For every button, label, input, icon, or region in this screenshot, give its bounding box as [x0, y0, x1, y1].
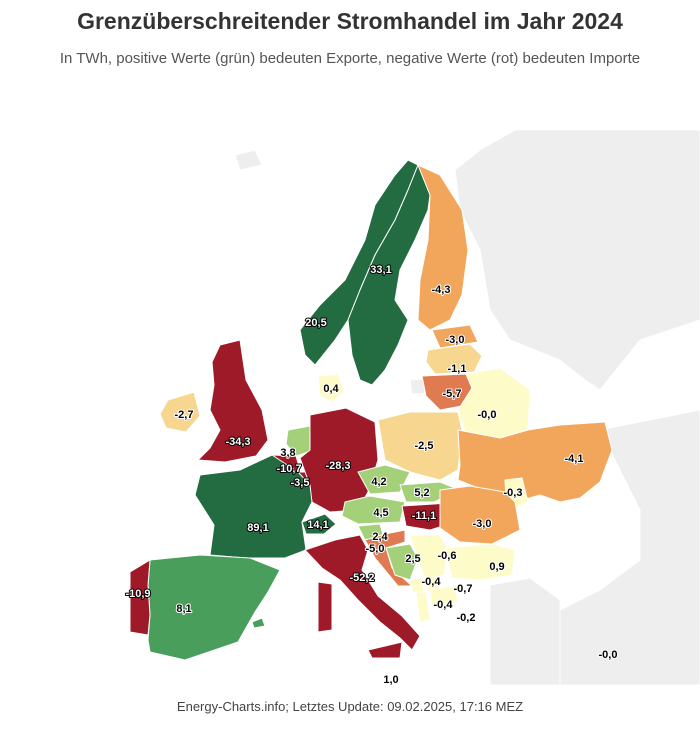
chart-subtitle: In TWh, positive Werte (grün) bedeuten E… — [59, 50, 641, 67]
value-label-de: -28,3 — [325, 460, 350, 472]
value-label-mt: 1,0 — [383, 674, 398, 685]
country-lv — [425, 343, 483, 375]
countries-layer — [129, 159, 613, 685]
country-at — [341, 495, 406, 525]
country-it — [317, 581, 333, 633]
country-ie — [159, 391, 201, 433]
country-bg — [444, 543, 516, 581]
value-label-ch: 14,1 — [307, 519, 328, 531]
country-ee — [431, 324, 479, 349]
value-label-nl: 3,8 — [280, 447, 295, 459]
country-se — [347, 164, 431, 386]
country-tr — [489, 577, 561, 685]
value-label-fi: -4,3 — [432, 284, 451, 296]
value-label-no: 20,5 — [305, 317, 326, 329]
country-ua — [457, 421, 613, 503]
value-label-pt: -10,9 — [125, 588, 150, 600]
value-label-pl: -2,5 — [415, 440, 434, 452]
value-label-lu: -3,5 — [291, 477, 310, 489]
value-label-hu: -11,1 — [412, 510, 436, 522]
value-label-it: -52,2 — [349, 572, 374, 584]
value-label-sk: 5,2 — [414, 487, 429, 499]
value-label-al: -0,4 — [434, 599, 454, 611]
value-label-cz: 4,2 — [371, 476, 386, 488]
country-it — [304, 534, 421, 651]
value-label-ro: -3,0 — [473, 518, 492, 530]
value-label-mk: -0,2 — [457, 612, 476, 624]
value-label-me: -0,4 — [422, 576, 442, 588]
value-label-es: 8,1 — [176, 603, 191, 615]
country-ch — [301, 513, 337, 535]
country-mk — [429, 585, 459, 607]
country-gb — [197, 339, 269, 463]
country-pl — [377, 411, 463, 481]
country-by — [457, 367, 531, 439]
country-it — [367, 641, 403, 659]
value-label-ie: -2,7 — [175, 409, 194, 421]
country-fr — [194, 454, 313, 559]
value-label-by: -0,0 — [478, 409, 497, 421]
country-cz — [357, 464, 411, 495]
value-label-ee: -3,0 — [446, 334, 465, 346]
value-label-rs: -0,6 — [438, 550, 457, 562]
iceland-north-land — [234, 149, 263, 171]
country-al — [415, 591, 431, 623]
value-label-be: -10,7 — [276, 463, 301, 475]
value-label-ua: -4,1 — [565, 453, 584, 465]
value-label-tr: -0,0 — [599, 649, 618, 661]
background-land — [234, 130, 700, 685]
country-fi — [417, 164, 469, 331]
country-nl — [285, 425, 315, 457]
country-dk — [317, 373, 345, 403]
value-label-dk: 0,4 — [323, 383, 339, 395]
value-label-bg: 0,9 — [489, 561, 504, 573]
value-label-se: 33,1 — [370, 264, 391, 276]
country-ro — [439, 485, 521, 545]
country-ba — [385, 543, 419, 581]
value-label-at: 4,5 — [373, 507, 388, 519]
russia-land — [454, 130, 700, 391]
map-svg: 20,5 33,1 -4,3 -3,0 -1,1 -5,7 -0,0 0,4 -… — [124, 130, 700, 685]
value-label-lv: -1,1 — [448, 363, 467, 375]
credit-line: Energy-Charts.info; Letztes Update: 09.0… — [176, 699, 524, 714]
chart-title: Grenzüberschreitender Stromhandel im Jah… — [77, 8, 623, 34]
value-label-md: -0,3 — [504, 487, 523, 499]
value-label-fr: 89,1 — [247, 522, 268, 534]
country-es — [147, 554, 281, 661]
value-label-ba: 2,5 — [405, 553, 420, 565]
value-label-lt: -5,7 — [443, 388, 462, 400]
value-label-gb: -34,3 — [225, 436, 250, 448]
country-es — [251, 617, 266, 629]
country-rs — [409, 534, 449, 583]
value-label-xk: -0,7 — [454, 583, 473, 595]
country-pt — [129, 559, 151, 636]
value-label-si: 2,4 — [372, 531, 388, 543]
value-label-hr: -5,0 — [366, 543, 385, 555]
value-labels: 20,5 33,1 -4,3 -3,0 -1,1 -5,7 -0,0 0,4 -… — [124, 263, 618, 685]
europe-map: 20,5 33,1 -4,3 -3,0 -1,1 -5,7 -0,0 0,4 -… — [0, 130, 700, 685]
